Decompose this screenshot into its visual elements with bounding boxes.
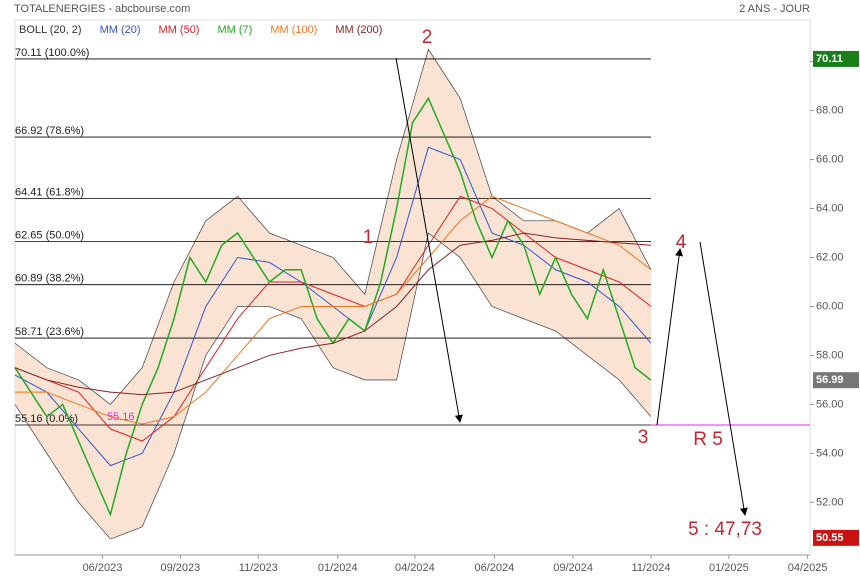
fibonacci-label: 60.89 (38.2%) xyxy=(15,273,84,285)
price-tag-label: 56.99 xyxy=(816,374,844,386)
x-tick-label: 04/2025 xyxy=(788,562,828,574)
annotation: 5 : 47,73 xyxy=(688,519,762,540)
x-tick-label: 06/2023 xyxy=(83,562,123,574)
bollinger-lower xyxy=(14,232,652,540)
x-tick-label: 09/2024 xyxy=(553,562,593,574)
annotation: 3 xyxy=(638,427,649,448)
legend-entry: MM (100) xyxy=(270,24,317,36)
arrow xyxy=(656,248,684,426)
price-tag-label: 70.11 xyxy=(816,53,843,65)
x-tick-label: 06/2024 xyxy=(475,562,515,574)
annotation: 1 xyxy=(363,227,374,248)
bollinger-upper xyxy=(14,48,652,405)
arrow xyxy=(395,57,463,423)
y-tick-label: 60.00 xyxy=(816,300,844,312)
legend-entry: BOLL (20, 2) xyxy=(19,24,82,36)
fibonacci-label: 66.92 (78.6%) xyxy=(15,125,84,137)
fibonacci-label: 70.11 (100.0%) xyxy=(15,47,89,59)
y-tick-label: 54.00 xyxy=(816,447,844,459)
y-tick-label: 66.00 xyxy=(816,153,844,165)
legend-entry: MM (50) xyxy=(159,24,200,36)
line-series xyxy=(14,195,652,442)
legend-entry: MM (20) xyxy=(100,24,141,36)
price-tag-label: 50.55 xyxy=(816,532,844,544)
price-tag xyxy=(813,50,859,67)
chart-subtitle: 2 ANS - JOUR xyxy=(739,3,810,15)
y-tick-label: 68.00 xyxy=(816,105,844,117)
x-tick-label: 01/2024 xyxy=(318,562,358,574)
y-tick-label: 64.00 xyxy=(816,202,844,214)
annotation: R 5 xyxy=(693,429,723,450)
line-series xyxy=(15,195,652,425)
y-tick-label: 52.00 xyxy=(816,496,844,508)
x-tick-label: 11/2023 xyxy=(239,562,278,574)
line-series xyxy=(14,232,652,396)
support-label: 55.16 xyxy=(107,411,135,423)
fibonacci-label: 55.16 (0.0%) xyxy=(15,413,78,425)
legend-entry: MM (200) xyxy=(335,24,382,36)
fibonacci-label: 64.41 (61.8%) xyxy=(15,186,84,198)
arrow xyxy=(699,241,748,516)
y-tick-label: 58.00 xyxy=(816,349,844,361)
price-tag xyxy=(813,372,859,389)
x-tick-label: 04/2024 xyxy=(395,562,435,574)
annotation: 4 xyxy=(676,232,687,253)
fibonacci-label: 62.65 (50.0%) xyxy=(15,229,84,241)
x-tick-label: 01/2025 xyxy=(709,562,749,574)
x-tick-label: 09/2023 xyxy=(160,562,200,574)
y-tick-label: 56.00 xyxy=(816,398,844,410)
fibonacci-label: 58.71 (23.6%) xyxy=(15,326,84,338)
chart-title: TOTALENERGIES - abcbourse.com xyxy=(14,3,190,15)
price-tag xyxy=(813,529,859,546)
annotation: 2 xyxy=(422,27,433,48)
legend-entry: MM (7) xyxy=(217,24,252,36)
y-tick-label: 62.00 xyxy=(816,251,844,263)
x-tick-label: 11/2024 xyxy=(632,562,671,574)
